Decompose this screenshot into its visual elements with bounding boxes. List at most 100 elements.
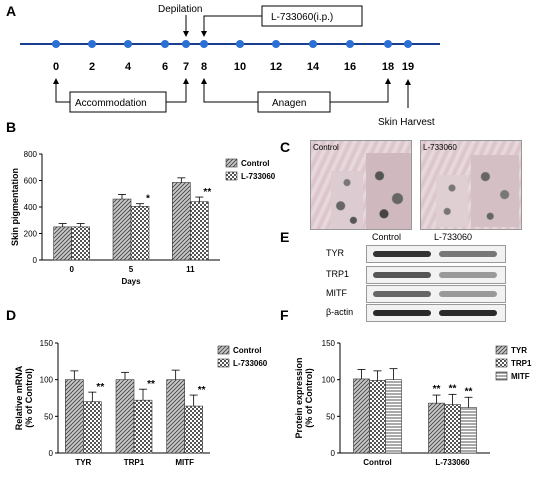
legend-label: L-733060 xyxy=(233,359,268,368)
bar-check xyxy=(184,405,203,454)
anagen-arrow-left xyxy=(201,78,207,84)
timeline-panel: 0 2 4 6 7 8 10 12 14 16 18 19 Depilation L-733060(i… xyxy=(20,4,440,128)
blot-band-control xyxy=(373,310,431,316)
timeline-dot xyxy=(309,40,317,48)
legend-label: TYR xyxy=(511,346,527,355)
bar-hatch xyxy=(166,379,185,454)
significance-marker: ** xyxy=(147,379,155,390)
bar-hatch xyxy=(353,378,370,454)
timeline-day-label: 18 xyxy=(382,61,394,73)
blot-header-control: Control xyxy=(372,232,402,242)
legend-label: L-733060 xyxy=(241,172,276,181)
depilation-label: Depilation xyxy=(158,4,202,15)
bar-hlines xyxy=(460,407,477,454)
timeline-dot xyxy=(124,40,132,48)
timeline-dot xyxy=(161,40,169,48)
bar-check xyxy=(133,399,153,454)
x-tick-label: 5 xyxy=(129,265,134,274)
y-axis-label-line: Protein expression xyxy=(294,357,304,438)
micrograph-control-label: Control xyxy=(313,143,339,152)
micrograph-treated-label: L-733060 xyxy=(423,143,457,152)
legend-label: Control xyxy=(233,346,261,355)
chart-skin-pigmentation: 0 200 400 600 800 Skin pigmentation Days 0 5 * 11 *… xyxy=(10,150,276,286)
micrograph-control: Control xyxy=(310,140,412,230)
blot-row-strip xyxy=(366,245,506,263)
blot-band-control xyxy=(373,291,431,297)
timeline-day-label: 16 xyxy=(344,61,356,73)
y-tick-label: 0 xyxy=(49,449,54,458)
timeline-day-label: 4 xyxy=(125,61,132,73)
x-tick-label: 0 xyxy=(69,265,74,274)
bar-check xyxy=(369,380,386,454)
blot-header-treated: L-733060 xyxy=(434,232,473,242)
bar-check xyxy=(130,206,150,261)
bar-check xyxy=(444,404,461,454)
legend-label: Control xyxy=(241,159,269,168)
significance-marker: * xyxy=(146,194,150,205)
timeline-day-label: 6 xyxy=(162,61,168,73)
panel-label-f: F xyxy=(280,307,289,323)
harvest-label: Skin Harvest xyxy=(378,117,435,128)
y-axis-label-line: Skin pigmentation xyxy=(10,168,20,246)
y-axis-label: Relative mRNA(% of Control) xyxy=(14,365,34,430)
y-tick-label: 200 xyxy=(24,230,38,239)
x-tick-label: Control xyxy=(363,458,391,467)
timeline-dot xyxy=(272,40,280,48)
y-tick-label: 150 xyxy=(40,339,54,348)
blot-row-strip xyxy=(366,266,506,284)
blot-band-treated xyxy=(439,272,497,278)
y-tick-label: 50 xyxy=(44,412,53,421)
bar-hatch xyxy=(112,198,132,261)
y-axis-label-line: Relative mRNA xyxy=(14,365,24,430)
significance-marker: ** xyxy=(203,187,211,198)
micrograph-control-follicles-2 xyxy=(331,171,363,229)
legend-swatch xyxy=(495,345,508,355)
y-tick-label: 100 xyxy=(40,376,54,385)
panel-label-c: C xyxy=(280,139,290,155)
micrograph-treated-follicles xyxy=(471,155,519,227)
micrograph-treated-follicles-2 xyxy=(436,175,468,227)
drug-label: L-733060(i.p.) xyxy=(271,12,333,23)
y-tick-label: 600 xyxy=(24,177,38,186)
x-tick-label: 11 xyxy=(186,265,195,274)
y-tick-label: 100 xyxy=(322,376,336,385)
bar-hatch xyxy=(65,379,84,454)
panel-label-a: A xyxy=(6,3,16,19)
accommodation-box xyxy=(69,91,167,113)
accommodation-label: Accommodation xyxy=(75,98,147,109)
legend-swatch xyxy=(217,345,230,355)
bar-check xyxy=(83,401,102,454)
y-axis-label-line: (% of Control) xyxy=(304,368,314,427)
panel-label-e: E xyxy=(280,229,289,245)
blot-band-treated xyxy=(439,291,497,297)
timeline-day-label: 10 xyxy=(234,61,246,73)
timeline-dot xyxy=(346,40,354,48)
bar-hlines xyxy=(385,379,402,454)
legend-swatch xyxy=(225,171,238,181)
legend-swatch xyxy=(495,371,508,381)
significance-marker: ** xyxy=(449,383,457,394)
timeline-day-label: 2 xyxy=(89,61,95,73)
significance-marker: ** xyxy=(433,384,441,395)
timeline-day-label: 0 xyxy=(53,61,59,73)
timeline-dot xyxy=(88,40,96,48)
timeline-dot xyxy=(236,40,244,48)
drug-arrow xyxy=(201,15,262,37)
y-tick-label: 800 xyxy=(24,150,38,159)
legend-swatch xyxy=(225,158,238,168)
timeline-day-label: 12 xyxy=(270,61,282,73)
chart-protein-expression: 0 50 100 150 Protein expression(% of Control… xyxy=(294,339,532,467)
y-axis-label: Skin pigmentation xyxy=(10,168,20,246)
bar-hatch xyxy=(172,182,191,261)
x-tick-label: L-733060 xyxy=(435,458,470,467)
blot-row-strip xyxy=(366,285,506,303)
legend-swatch xyxy=(217,358,230,368)
significance-marker: ** xyxy=(465,386,473,397)
blot-row-label: MITF xyxy=(326,288,347,298)
significance-marker: ** xyxy=(96,382,104,393)
bar-hatch xyxy=(428,402,445,454)
timeline-dot xyxy=(182,40,190,48)
timeline-dot xyxy=(200,40,208,48)
legend-label: MITF xyxy=(511,372,530,381)
legend-label: TRP1 xyxy=(511,359,532,368)
